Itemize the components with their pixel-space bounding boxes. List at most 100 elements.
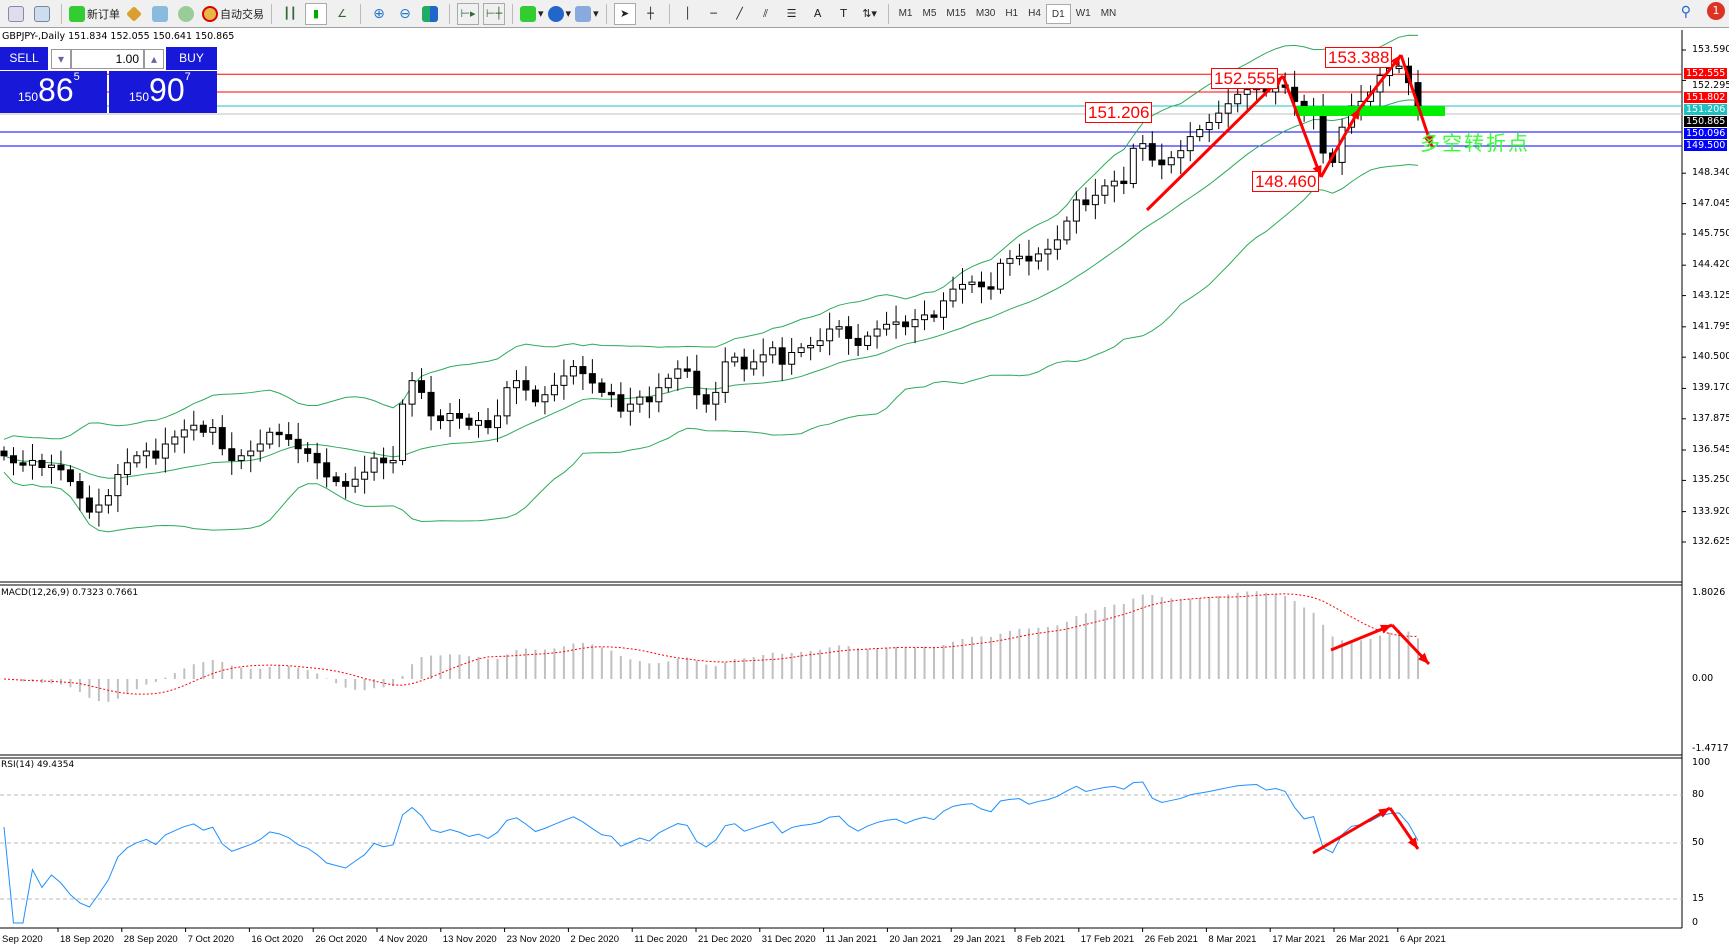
bull-candle [171, 436, 179, 445]
bull-candle [1101, 185, 1109, 196]
timeframe-h1[interactable]: H1 [1005, 7, 1019, 19]
price-tick-label: 144.420 [1692, 259, 1729, 271]
bull-candle [512, 380, 520, 389]
bar-chart-button[interactable]: ┃┃ [279, 3, 301, 25]
bear-candle [342, 481, 350, 487]
bull-candle [949, 288, 957, 302]
bull-candle [560, 375, 568, 386]
buy-button[interactable]: BUY [166, 47, 217, 70]
separator [449, 3, 450, 24]
rsi-axis-label: 80 [1692, 789, 1705, 800]
chart-canvas[interactable] [0, 28, 1729, 949]
sell-price[interactable]: 150865 [0, 71, 107, 113]
price-line-label: 150.096 [1684, 128, 1728, 140]
timeframe-w1[interactable]: W1 [1075, 7, 1091, 19]
bull-candle [626, 403, 634, 412]
auto-trading-button[interactable]: 自动交易 [202, 3, 264, 25]
equidistant-channel-button[interactable]: ⫽ [755, 3, 777, 25]
price-tick-label: 145.750 [1692, 227, 1729, 239]
timeframe-d1[interactable]: D1 [1045, 3, 1071, 24]
bear-candle [76, 481, 84, 499]
market-watch-button[interactable] [124, 3, 146, 25]
bear-candle [522, 380, 530, 391]
channel-icon: ⫽ [763, 6, 769, 20]
date-tick-label: 26 Mar 2021 [1336, 934, 1390, 945]
zoom-chart-button[interactable] [32, 3, 54, 25]
bull-candle [446, 413, 454, 422]
zoom-in-button[interactable]: ⊕ [368, 3, 390, 25]
bear-candle [617, 394, 625, 412]
bull-candle [1006, 258, 1014, 264]
key-zone-rect [1296, 106, 1445, 116]
bear-candle [902, 321, 910, 328]
bull-candle [190, 424, 198, 431]
new-chart-button[interactable] [6, 3, 28, 25]
sell-button[interactable]: SELL [0, 47, 48, 70]
lot-size-input[interactable] [71, 49, 144, 69]
timeframe-m30[interactable]: M30 [975, 7, 996, 19]
bull-candle [921, 314, 929, 321]
date-tick-label: 20 Jan 2021 [889, 934, 942, 945]
timeframe-m5[interactable]: M5 [922, 7, 937, 19]
periods-button[interactable]: ▾ [547, 3, 571, 25]
date-tick-label: 17 Feb 2021 [1080, 934, 1135, 945]
bear-candle [1158, 159, 1166, 166]
indicators-button[interactable]: ▾ [520, 3, 544, 25]
separator [271, 3, 272, 24]
fibonacci-button[interactable]: ☰ [781, 3, 803, 25]
cursor-button[interactable]: ➤ [613, 2, 636, 25]
buy-price[interactable]: 150907 [109, 71, 217, 113]
chart-shift-button[interactable]: ⊢┼ [483, 2, 505, 25]
horizontal-line-icon: ─ [710, 7, 717, 20]
new-order-button[interactable]: 新订单 [69, 3, 120, 25]
candlestick-button[interactable]: ▮ [305, 2, 327, 25]
vertical-line-icon: │ [684, 7, 691, 20]
notification-badge[interactable]: 1 [1707, 2, 1725, 20]
timeframe-m1[interactable]: M1 [898, 7, 913, 19]
price-tick-label: 141.795 [1692, 320, 1729, 332]
navigator-button[interactable] [150, 3, 172, 25]
tile-windows-button[interactable] [420, 3, 442, 25]
trendline-icon: ╱ [736, 7, 743, 20]
rsi-arrow-up [1312, 806, 1391, 855]
chart-header: GBPJPY-,Daily 151.834 152.055 150.641 15… [2, 31, 235, 42]
line-chart-button[interactable]: ∠ [331, 3, 353, 25]
bull-candle [1243, 89, 1251, 95]
timeframe-m15[interactable]: M15 [946, 7, 966, 19]
horizontal-line-button[interactable]: ─ [703, 3, 725, 25]
signals-button[interactable] [176, 3, 198, 25]
navigator-icon [152, 5, 168, 22]
templates-button[interactable]: ▾ [575, 3, 599, 25]
timeframe-h4[interactable]: H4 [1028, 7, 1041, 19]
price-line-label: 151.802 [1684, 92, 1728, 104]
bull-candle [256, 443, 264, 452]
bull-candle [475, 420, 482, 426]
trendline-button[interactable]: ╱ [729, 3, 751, 25]
crosshair-button[interactable]: ┼ [640, 3, 662, 25]
bear-candle [598, 382, 606, 393]
bull-candle [133, 455, 141, 464]
search-icon[interactable]: ⚲ [1680, 4, 1691, 20]
vertical-line-button[interactable]: │ [677, 3, 699, 25]
price-tick-label: 152.295 [1692, 80, 1729, 92]
arrows-button[interactable]: ⇅▾ [859, 3, 881, 25]
price-tick-label: 143.125 [1692, 289, 1729, 301]
bear-candle [1025, 255, 1033, 262]
lot-decrease-button[interactable]: ▾ [51, 49, 71, 69]
timeframe-mn[interactable]: MN [1100, 7, 1117, 19]
toolbar: 新订单 自动交易 ┃┃ ▮ ∠ ⊕ ⊖ ⊢▸ ⊢┼ ▾ ▾ ▾ ➤ ┼ │ ─ … [0, 0, 1729, 28]
trend-arrow-up-head [1350, 108, 1360, 120]
zoom-in-icon: ⊕ [373, 5, 385, 22]
macd-signal-line [3, 593, 1419, 695]
macd-label: MACD(12,26,9) 0.7323 0.7661 [1, 588, 139, 598]
bear-candle [607, 391, 615, 396]
trend-arrow-up [1145, 74, 1285, 212]
candlestick-icon: ▮ [312, 7, 320, 20]
text-label-button[interactable]: T [833, 3, 855, 25]
zoom-out-button[interactable]: ⊖ [394, 3, 416, 25]
auto-scroll-button[interactable]: ⊢▸ [457, 2, 479, 25]
bear-candle [579, 366, 587, 375]
text-button[interactable]: A [807, 3, 829, 25]
lot-increase-button[interactable]: ▴ [144, 49, 164, 69]
trend-arrow-up [1319, 107, 1362, 178]
